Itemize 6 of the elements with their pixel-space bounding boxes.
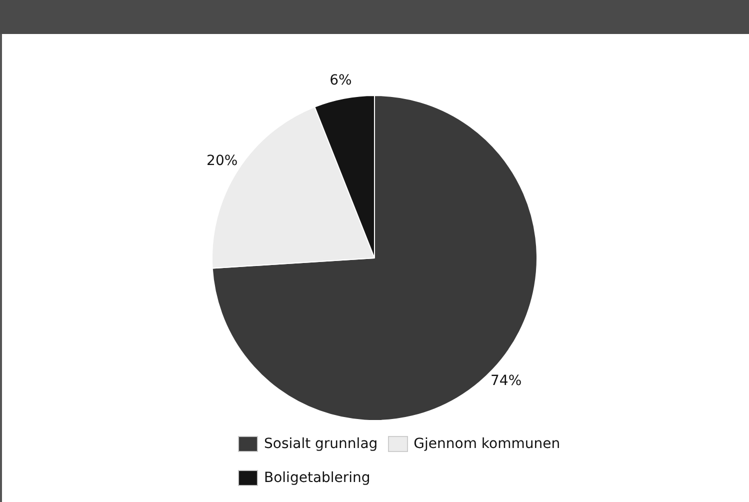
data-label: 74% [490, 373, 522, 390]
data-label: 6% [330, 72, 352, 88]
legend-label: Gjennom kommunen [414, 436, 560, 452]
legend-label: Sosialt grunnlag [264, 436, 378, 452]
data-label: 20% [206, 152, 238, 169]
legend-label: Boligetablering [264, 470, 370, 486]
